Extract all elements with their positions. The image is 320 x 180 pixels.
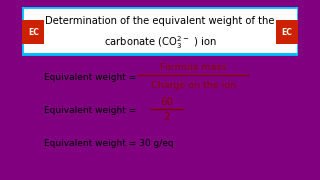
FancyBboxPatch shape (22, 21, 44, 44)
Text: Equivalent weight =: Equivalent weight = (44, 106, 140, 115)
Text: EC: EC (281, 28, 292, 37)
Text: 2: 2 (164, 112, 170, 122)
Text: carbonate (CO$_3^{2-}$ ) ion: carbonate (CO$_3^{2-}$ ) ion (104, 34, 216, 51)
Text: Equivalent weight = 30 g/eq: Equivalent weight = 30 g/eq (44, 139, 174, 148)
Text: Charge on the ion: Charge on the ion (150, 81, 236, 90)
Text: Formula mass: Formula mass (160, 63, 226, 72)
FancyBboxPatch shape (22, 7, 298, 54)
Text: 60: 60 (160, 97, 173, 107)
Text: Equivalent weight =: Equivalent weight = (44, 73, 140, 82)
Text: EC: EC (28, 28, 39, 37)
Text: Determination of the equivalent weight of the: Determination of the equivalent weight o… (45, 16, 275, 26)
FancyBboxPatch shape (276, 21, 298, 44)
